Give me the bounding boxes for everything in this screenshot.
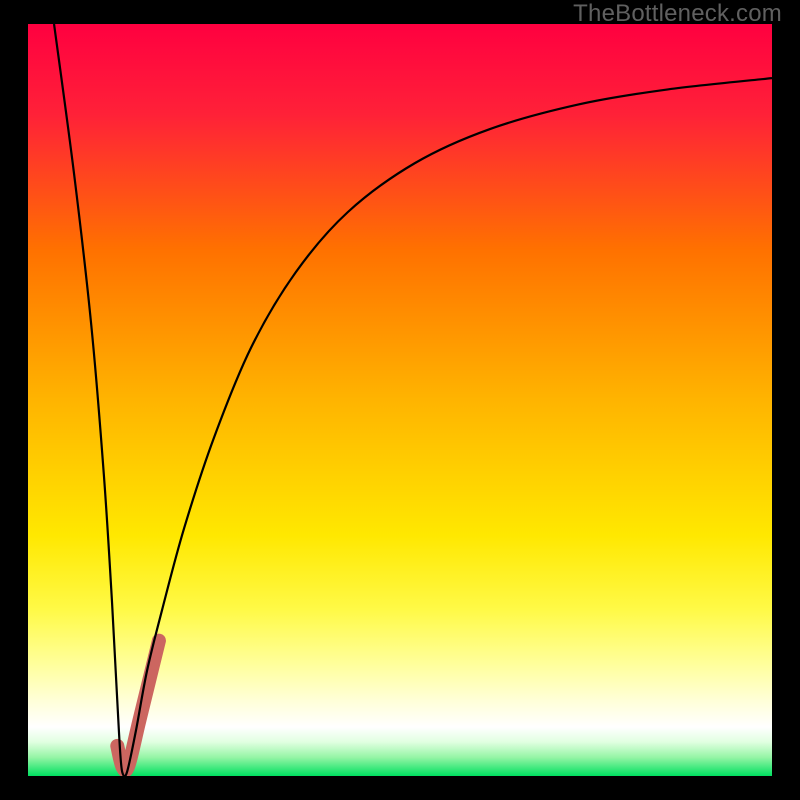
chart-stage: TheBottleneck.com [0, 0, 800, 800]
chart-background [28, 24, 772, 776]
watermark-text: TheBottleneck.com [573, 0, 782, 28]
bottleneck-chart [28, 24, 772, 776]
